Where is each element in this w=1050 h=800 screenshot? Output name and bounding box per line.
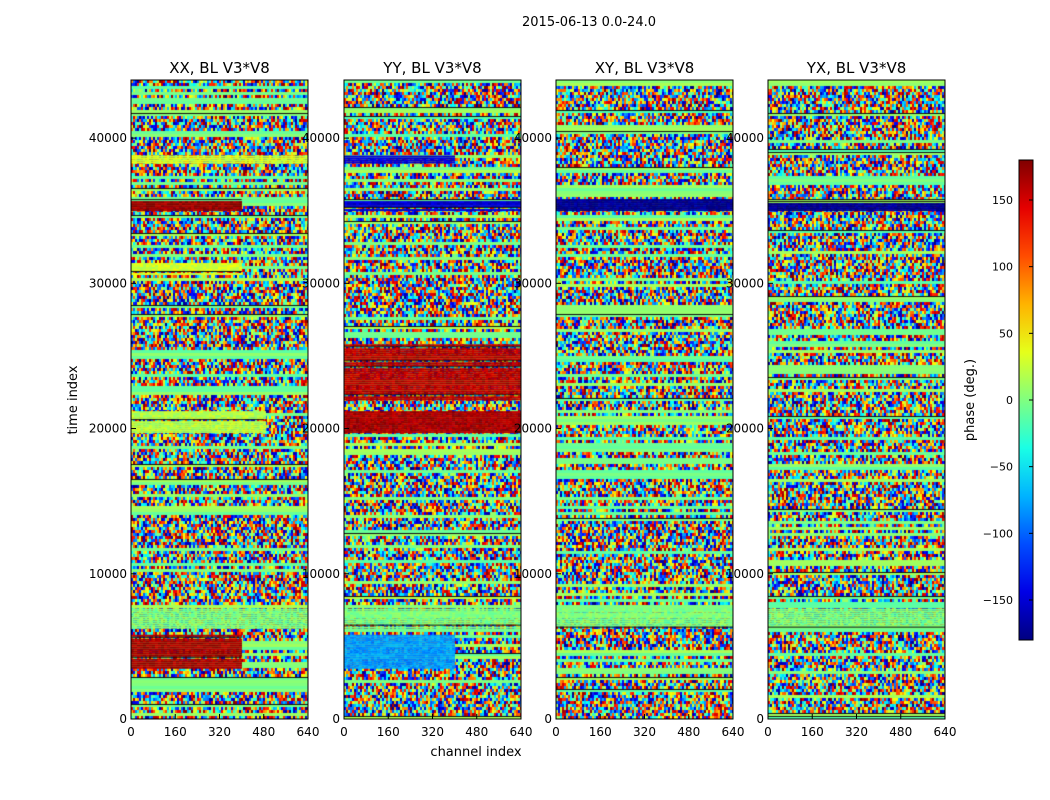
y-tick-label: 10000 bbox=[89, 567, 127, 581]
panels-group: XX, BL V3*V8 0 160 320 480 640 0 10000 20000 3000… bbox=[89, 59, 957, 739]
colorbar-tick-label: 50 bbox=[999, 327, 1013, 340]
y-tick-label: 40000 bbox=[302, 131, 340, 145]
x-tick-label: 320 bbox=[633, 725, 656, 739]
y-tick-label: 0 bbox=[332, 712, 340, 726]
panel-title: YX, BL V3*V8 bbox=[806, 59, 907, 77]
y-tick-label: 0 bbox=[119, 712, 127, 726]
phase-image bbox=[344, 80, 521, 719]
panel-2: XY, BL V3*V8 0 160 320 480 640 0 10000 20000 3000… bbox=[514, 59, 745, 739]
x-tick-label: 160 bbox=[801, 725, 824, 739]
x-tick-label: 0 bbox=[340, 725, 348, 739]
y-tick-label: 20000 bbox=[302, 422, 340, 436]
panel-1: YY, BL V3*V8 0 160 320 480 640 0 10000 20000 3000… bbox=[302, 59, 533, 739]
x-tick-label: 0 bbox=[127, 725, 135, 739]
x-tick-label: 0 bbox=[552, 725, 560, 739]
x-tick-label: 160 bbox=[589, 725, 612, 739]
y-tick-label: 20000 bbox=[89, 422, 127, 436]
x-tick-label: 0 bbox=[764, 725, 772, 739]
colorbar-tick-label: 150 bbox=[992, 194, 1013, 207]
x-tick-label: 320 bbox=[421, 725, 444, 739]
phase-image bbox=[768, 80, 945, 719]
y-tick-label: 30000 bbox=[726, 276, 764, 290]
y-tick-label: 0 bbox=[756, 712, 764, 726]
colorbar-tick-label: −100 bbox=[983, 527, 1013, 540]
x-tick-label: 640 bbox=[510, 725, 533, 739]
phase-image bbox=[131, 80, 308, 719]
panel-title: XY, BL V3*V8 bbox=[595, 59, 695, 77]
x-tick-label: 480 bbox=[465, 725, 488, 739]
panel-3: YX, BL V3*V8 0 160 320 480 640 0 10000 20000 3000… bbox=[726, 59, 957, 739]
x-tick-label: 160 bbox=[164, 725, 187, 739]
colorbar-tick-label: 0 bbox=[1006, 394, 1013, 407]
y-tick-label: 40000 bbox=[89, 131, 127, 145]
figure-title: 2015-06-13 0.0-24.0 bbox=[522, 15, 656, 30]
panel-0: XX, BL V3*V8 0 160 320 480 640 0 10000 20000 3000… bbox=[89, 59, 320, 739]
y-tick-label: 20000 bbox=[726, 422, 764, 436]
colorbar: 150 100 50 0 −50 −100 −150 bbox=[983, 159, 1034, 641]
x-tick-label: 480 bbox=[889, 725, 912, 739]
y-tick-label: 20000 bbox=[514, 422, 552, 436]
panel-title: XX, BL V3*V8 bbox=[169, 59, 270, 77]
phase-image bbox=[556, 80, 733, 719]
x-tick-label: 320 bbox=[208, 725, 231, 739]
colorbar-label: phase (deg.) bbox=[963, 359, 978, 441]
y-tick-label: 40000 bbox=[726, 131, 764, 145]
x-tick-label: 320 bbox=[845, 725, 868, 739]
y-tick-label: 0 bbox=[544, 712, 552, 726]
x-axis-label: channel index bbox=[430, 745, 521, 760]
y-axis-label: time index bbox=[66, 365, 81, 434]
x-tick-label: 480 bbox=[677, 725, 700, 739]
y-tick-label: 40000 bbox=[514, 131, 552, 145]
x-tick-label: 640 bbox=[722, 725, 745, 739]
colorbar-tick-label: 100 bbox=[992, 261, 1013, 274]
colorbar-tick-label: −50 bbox=[990, 461, 1013, 474]
panel-title: YY, BL V3*V8 bbox=[382, 59, 481, 77]
x-tick-label: 640 bbox=[297, 725, 320, 739]
y-tick-label: 30000 bbox=[302, 276, 340, 290]
y-tick-label: 10000 bbox=[726, 567, 764, 581]
y-tick-label: 30000 bbox=[89, 276, 127, 290]
x-tick-label: 640 bbox=[934, 725, 957, 739]
x-tick-label: 480 bbox=[252, 725, 275, 739]
y-tick-label: 30000 bbox=[514, 276, 552, 290]
y-tick-label: 10000 bbox=[302, 567, 340, 581]
x-tick-label: 160 bbox=[377, 725, 400, 739]
y-tick-label: 10000 bbox=[514, 567, 552, 581]
colorbar-tick-label: −150 bbox=[983, 594, 1013, 607]
